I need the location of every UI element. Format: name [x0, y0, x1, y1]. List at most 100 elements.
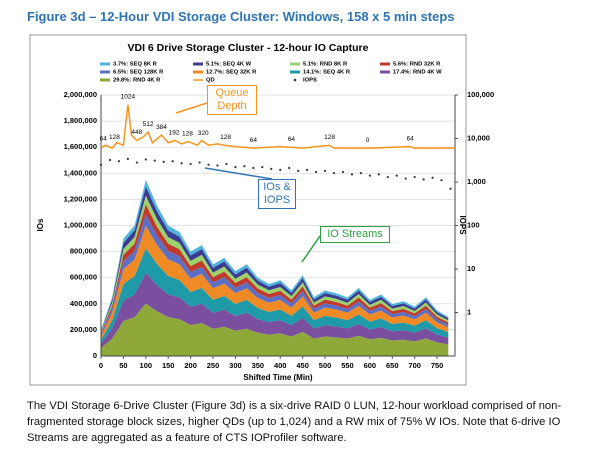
x-tick-label: 350	[252, 361, 265, 370]
annotation-arrow	[175, 102, 208, 114]
x-tick-label: 650	[386, 361, 399, 370]
legend-label: 6.5%: SEQ 128K R	[113, 70, 164, 76]
stacked-area	[101, 204, 449, 335]
legend-label: 3.7%: SEQ 8K R	[113, 62, 158, 68]
iops-point	[332, 172, 336, 175]
x-tick-label: 100	[140, 361, 153, 370]
iops-point	[288, 166, 291, 170]
qd-label: 320	[198, 130, 209, 137]
iops-point	[162, 160, 165, 163]
iops-point	[413, 175, 416, 179]
iops-point	[395, 174, 398, 177]
x-tick-label: 550	[341, 361, 354, 370]
iops-point	[270, 167, 273, 171]
x-tick-label: 400	[274, 361, 287, 370]
iops-point	[234, 166, 237, 169]
legend-marker	[193, 70, 203, 74]
iops-point	[431, 176, 434, 179]
figure-title: Figure 3d – 12-Hour VDI Storage Cluster:…	[27, 9, 455, 24]
stacked-area	[101, 303, 449, 356]
y2-tick-label: 1,000	[467, 177, 486, 186]
chart-title: VDI 6 Drive Storage Cluster - 12-hour IO…	[128, 42, 369, 54]
x-tick-label: 500	[319, 361, 332, 370]
legend-marker	[380, 62, 390, 66]
iops-point	[252, 166, 255, 170]
x-tick-label: 150	[162, 361, 175, 370]
annotation: IOs & IOPS	[258, 179, 296, 209]
y-tick-label: 800,000	[70, 247, 97, 256]
iops-point	[377, 173, 380, 176]
y-tick-label: 1,800,000	[64, 116, 97, 125]
y2-tick-label: 10,000	[467, 133, 490, 142]
iops-point	[108, 158, 112, 162]
y-tick-label: 2,000,000	[64, 90, 97, 99]
iops-point	[359, 172, 362, 175]
iops-point	[225, 162, 228, 166]
x-tick-label: 450	[296, 361, 309, 370]
qd-label: 128	[109, 134, 120, 141]
iops-point	[422, 178, 425, 181]
iops-point	[207, 163, 210, 166]
stacked-area	[101, 195, 449, 334]
y-tick-label: 1,200,000	[64, 194, 97, 203]
iops-point	[198, 161, 201, 164]
iops-point	[449, 187, 452, 190]
x-tick-label: 50	[119, 361, 127, 370]
x-tick-label: 700	[408, 361, 421, 370]
x-tick-label: 200	[184, 361, 197, 370]
iops-point	[341, 170, 345, 174]
iops-point	[117, 160, 121, 163]
iops-point	[386, 175, 389, 179]
iops-point	[135, 161, 138, 164]
legend-label: 5.6%: RND 32K R	[393, 62, 441, 68]
qd-label: 128	[182, 131, 193, 138]
legend-marker	[100, 70, 110, 74]
iops-point	[306, 168, 309, 171]
legend-label: 12.7%: SEQ 32K R	[206, 70, 257, 76]
stacked-area	[101, 214, 449, 337]
stacked-area	[101, 179, 449, 331]
y2-axis-title: IOPS	[458, 215, 467, 235]
chart: VDI 6 Drive Storage Cluster - 12-hour IO…	[29, 34, 494, 386]
iops-point	[243, 165, 246, 168]
iops-point	[216, 164, 219, 167]
annotation: Queue Depth	[207, 85, 257, 115]
legend-label: 17.4%: RND 4K W	[393, 70, 442, 76]
qd-label: 64	[250, 137, 258, 144]
y-tick-label: 1,600,000	[64, 142, 97, 151]
iops-point	[144, 158, 147, 161]
iops-point	[440, 179, 443, 182]
y2-tick-label: 100	[467, 220, 480, 229]
legend-label: 5.1%: SEQ 4K W	[206, 62, 252, 68]
legend-marker	[380, 70, 390, 74]
iops-point	[368, 174, 371, 177]
legend-marker	[193, 62, 203, 66]
qd-label: 0	[366, 137, 370, 144]
plot-area	[101, 179, 449, 356]
x-tick-label: 600	[364, 361, 377, 370]
iops-point	[297, 169, 300, 172]
qd-label: 1024	[121, 93, 136, 100]
y-tick-label: 1,400,000	[64, 168, 97, 177]
y-tick-label: 1,000,000	[64, 220, 97, 229]
x-tick-label: 300	[229, 361, 242, 370]
x-tick-label: 750	[431, 361, 444, 370]
legend-marker	[100, 62, 110, 66]
iops-point	[180, 162, 183, 165]
x-tick-label: 250	[207, 361, 220, 370]
legend-marker	[293, 78, 297, 82]
iops-point	[153, 159, 156, 162]
stacked-area	[101, 248, 449, 344]
y-tick-label: 200,000	[70, 325, 97, 334]
stacked-area	[101, 225, 449, 340]
legend-label: QD	[206, 78, 215, 84]
qd-label: 512	[143, 121, 154, 128]
stacked-area	[101, 272, 449, 349]
y2-tick-label: 100,000	[467, 90, 494, 99]
qd-line	[100, 104, 455, 150]
y-tick-label: 0	[93, 351, 97, 360]
annotation-arrow	[204, 167, 273, 180]
iops-point	[323, 169, 327, 172]
iops-point	[404, 177, 407, 180]
iops-point	[171, 160, 174, 163]
